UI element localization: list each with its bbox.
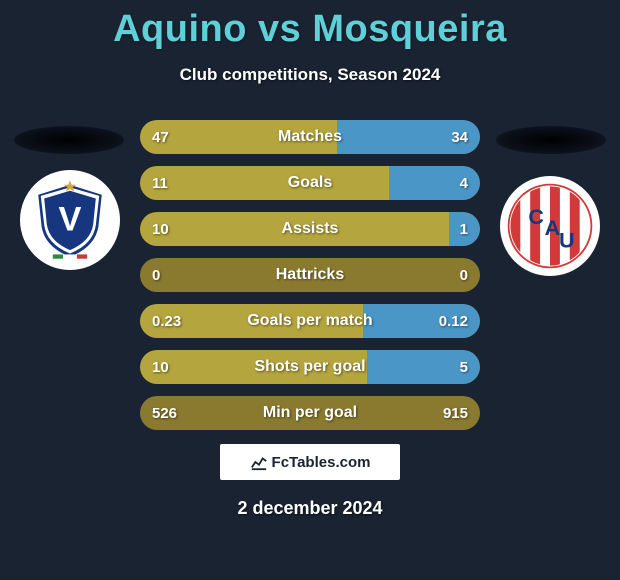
stat-value-right: 915: [443, 396, 468, 430]
svg-text:V: V: [59, 200, 82, 238]
stat-value-right: 0.12: [439, 304, 468, 338]
stat-label: Min per goal: [140, 396, 480, 430]
union-logo-icon: C A U: [505, 181, 595, 271]
stat-value-right: 1: [460, 212, 468, 246]
stat-value-right: 0: [460, 258, 468, 292]
branding-box[interactable]: FcTables.com: [220, 444, 400, 480]
shadow-left: [14, 126, 124, 154]
stat-label: Assists: [140, 212, 480, 246]
svg-text:U: U: [559, 228, 575, 253]
stat-row: 47Matches34: [140, 120, 480, 154]
stat-value-right: 4: [460, 166, 468, 200]
stat-label: Shots per goal: [140, 350, 480, 384]
stat-row: 0Hattricks0: [140, 258, 480, 292]
comparison-subtitle: Club competitions, Season 2024: [0, 65, 620, 85]
stat-value-right: 5: [460, 350, 468, 384]
fctables-logo-icon: [250, 453, 268, 471]
svg-text:C: C: [528, 204, 544, 229]
stat-row: 0.23Goals per match0.12: [140, 304, 480, 338]
stat-row: 10Shots per goal5: [140, 350, 480, 384]
team-badge-left: V: [20, 170, 120, 270]
comparison-date: 2 december 2024: [0, 498, 620, 519]
stat-value-right: 34: [451, 120, 468, 154]
stat-label: Goals per match: [140, 304, 480, 338]
stat-label: Matches: [140, 120, 480, 154]
rows-container: 47Matches3411Goals410Assists10Hattricks0…: [140, 120, 480, 442]
team-badge-right: C A U: [500, 176, 600, 276]
stat-row: 526Min per goal915: [140, 396, 480, 430]
shadow-right: [496, 126, 606, 154]
branding-text: FcTables.com: [272, 454, 371, 471]
stat-row: 10Assists1: [140, 212, 480, 246]
velez-logo-icon: V: [27, 177, 113, 263]
stat-label: Goals: [140, 166, 480, 200]
stat-row: 11Goals4: [140, 166, 480, 200]
stat-label: Hattricks: [140, 258, 480, 292]
comparison-title: Aquino vs Mosqueira: [0, 0, 620, 51]
